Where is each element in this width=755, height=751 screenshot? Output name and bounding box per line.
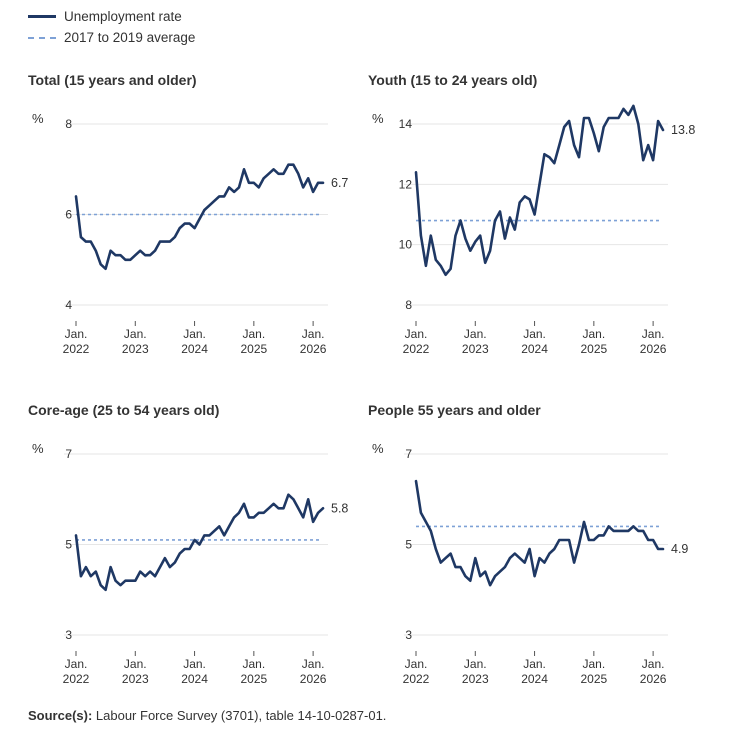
y-tick-label: 3 — [405, 628, 412, 642]
x-tick-label-year: 2026 — [640, 342, 667, 356]
y-axis-unit: % — [32, 441, 44, 456]
panel-title: Total (15 years and older) — [28, 72, 197, 88]
panel-title: People 55 years and older — [368, 402, 541, 418]
x-tick-label-year: 2023 — [122, 342, 149, 356]
x-tick-label-month: Jan. — [124, 327, 147, 341]
y-tick-label: 5 — [65, 538, 72, 552]
x-tick-label-month: Jan. — [582, 327, 605, 341]
x-tick-label-year: 2024 — [521, 342, 548, 356]
x-tick-label-month: Jan. — [642, 327, 665, 341]
x-tick-label-year: 2026 — [640, 672, 667, 686]
chart-55-plus: 357%Jan.2022Jan.2023Jan.2024Jan.2025Jan.… — [372, 441, 688, 686]
chart-total: 468%Jan.2022Jan.2023Jan.2024Jan.2025Jan.… — [32, 111, 348, 356]
y-axis-unit: % — [32, 111, 44, 126]
y-tick-label: 5 — [405, 538, 412, 552]
x-tick-label-year: 2026 — [300, 342, 327, 356]
x-tick-label-year: 2024 — [181, 342, 208, 356]
legend-label-average: 2017 to 2019 average — [64, 30, 196, 45]
x-tick-label-month: Jan. — [464, 327, 487, 341]
x-tick-label-year: 2023 — [122, 672, 149, 686]
x-tick-label-year: 2025 — [240, 342, 267, 356]
x-tick-label-year: 2022 — [63, 672, 90, 686]
legend-swatch-solid — [28, 15, 56, 18]
x-tick-label-month: Jan. — [523, 327, 546, 341]
series-line — [414, 479, 665, 587]
x-tick-label-year: 2023 — [462, 342, 489, 356]
x-tick-label-month: Jan. — [464, 657, 487, 671]
x-tick-label-month: Jan. — [65, 327, 88, 341]
end-value-label: 6.7 — [331, 176, 348, 190]
end-value-label: 13.8 — [671, 123, 695, 137]
x-tick-label-month: Jan. — [642, 657, 665, 671]
x-tick-label-year: 2024 — [521, 672, 548, 686]
legend: Unemployment rate 2017 to 2019 average — [28, 6, 195, 48]
panel-55-plus: People 55 years and older 3 5 7% Jan. 2022 Ja… — [368, 402, 708, 702]
series-line — [74, 493, 325, 592]
y-tick-label: 3 — [65, 628, 72, 642]
y-axis-unit: % — [372, 111, 384, 126]
panel-core-age: Core-age (25 to 54 years old) 3 5 7% Jan. 20… — [28, 402, 368, 702]
y-tick-label: 7 — [405, 447, 412, 461]
chart-youth: 8101214%Jan.2022Jan.2023Jan.2024Jan.2025… — [372, 104, 695, 356]
end-value-label: 4.9 — [671, 542, 688, 556]
x-tick-label-month: Jan. — [242, 657, 265, 671]
legend-item-rate: Unemployment rate — [28, 6, 195, 27]
y-tick-label: 14 — [399, 117, 413, 131]
y-tick-label: 4 — [65, 298, 72, 312]
x-tick-label-month: Jan. — [124, 657, 147, 671]
x-tick-label-month: Jan. — [302, 327, 325, 341]
y-tick-label: 8 — [65, 117, 72, 131]
x-tick-label-month: Jan. — [405, 327, 428, 341]
panel-youth: Youth (15 to 24 years old) 8 10 12 14% Jan. 2… — [368, 72, 708, 372]
x-tick-label-year: 2023 — [462, 672, 489, 686]
y-tick-label: 10 — [399, 238, 413, 252]
x-tick-label-year: 2024 — [181, 672, 208, 686]
end-value-label: 5.8 — [331, 501, 348, 515]
legend-item-average: 2017 to 2019 average — [28, 27, 195, 48]
series-line — [414, 104, 665, 277]
legend-label-rate: Unemployment rate — [64, 9, 182, 24]
panel-title: Youth (15 to 24 years old) — [368, 72, 538, 88]
y-tick-label: 8 — [405, 298, 412, 312]
source-note: Source(s): Labour Force Survey (3701), t… — [28, 708, 386, 723]
x-tick-label-month: Jan. — [302, 657, 325, 671]
x-tick-label-month: Jan. — [183, 657, 206, 671]
x-tick-label-year: 2026 — [300, 672, 327, 686]
y-tick-label: 12 — [399, 177, 413, 191]
series-line — [74, 163, 325, 271]
panel-title: Core-age (25 to 54 years old) — [28, 402, 220, 418]
x-tick-label-month: Jan. — [65, 657, 88, 671]
x-tick-label-year: 2022 — [403, 672, 430, 686]
legend-swatch-dotted — [28, 36, 56, 39]
y-tick-label: 6 — [65, 208, 72, 222]
y-tick-label: 7 — [65, 447, 72, 461]
x-tick-label-month: Jan. — [523, 657, 546, 671]
source-text: Labour Force Survey (3701), table 14-10-… — [92, 708, 387, 723]
x-tick-label-month: Jan. — [582, 657, 605, 671]
panel-total: Total (15 years and older) 4 6 8% Jan. 2022 J… — [28, 72, 368, 372]
x-tick-label-year: 2025 — [580, 672, 607, 686]
x-tick-label-year: 2022 — [403, 342, 430, 356]
source-label: Source(s): — [28, 708, 93, 723]
x-tick-label-month: Jan. — [183, 327, 206, 341]
x-tick-label-month: Jan. — [405, 657, 428, 671]
x-tick-label-year: 2022 — [63, 342, 90, 356]
x-tick-label-year: 2025 — [580, 342, 607, 356]
x-tick-label-year: 2025 — [240, 672, 267, 686]
chart-core-age: 357%Jan.2022Jan.2023Jan.2024Jan.2025Jan.… — [32, 441, 348, 686]
y-axis-unit: % — [372, 441, 384, 456]
x-tick-label-month: Jan. — [242, 327, 265, 341]
